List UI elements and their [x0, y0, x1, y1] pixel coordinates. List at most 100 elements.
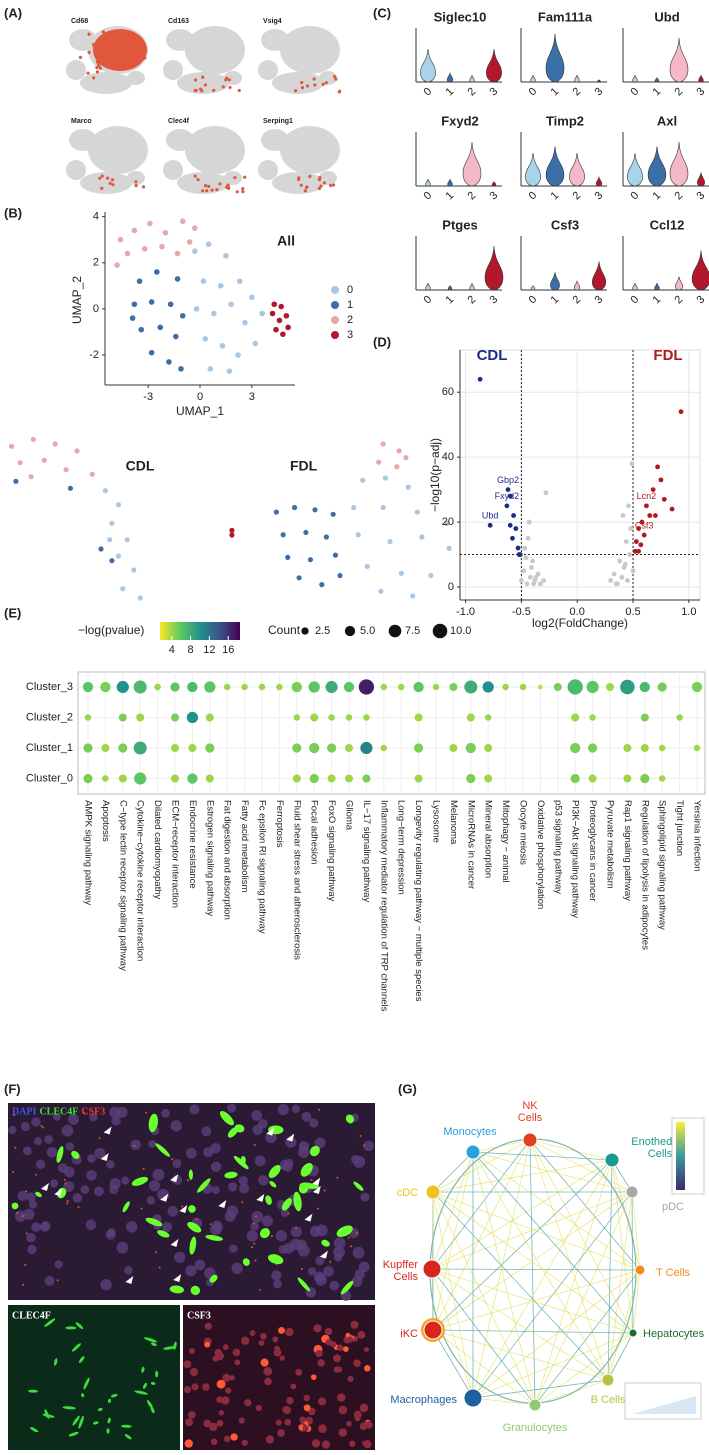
dot — [414, 774, 423, 783]
violin — [569, 152, 585, 187]
expression-dot — [212, 88, 216, 92]
violin — [469, 282, 475, 291]
point — [278, 303, 284, 310]
node-label: Hepatocytes — [643, 1328, 705, 1340]
node-label: Cells — [394, 1271, 419, 1283]
csf3-cell — [313, 1324, 322, 1333]
point — [507, 493, 513, 499]
point — [611, 571, 617, 577]
x-tick-label: 1 — [549, 86, 562, 99]
csf3-cell — [183, 1360, 192, 1369]
csf3-signal — [63, 1178, 66, 1181]
dot — [118, 774, 127, 783]
point-label: Lcn2 — [637, 491, 657, 501]
expression-dot — [333, 74, 337, 79]
kupffer-cell — [188, 1169, 193, 1180]
point — [291, 504, 298, 511]
x-tick-label: Dilated cardiomyopathy — [152, 800, 163, 900]
csf3-cell — [346, 1420, 352, 1427]
nucleus — [31, 1117, 41, 1127]
dot — [570, 742, 581, 754]
point — [625, 578, 630, 583]
csf3-signal — [270, 1235, 273, 1238]
dot — [484, 744, 493, 752]
edge — [472, 1151, 633, 1193]
csf3-cell — [277, 1429, 285, 1437]
dot — [83, 743, 93, 753]
csf3-signal — [195, 1218, 198, 1221]
dot — [658, 775, 666, 782]
csf3-cell — [263, 1366, 273, 1376]
feature-plot — [163, 26, 245, 94]
kupffer-cell — [141, 1366, 145, 1373]
point — [211, 310, 217, 317]
point — [174, 276, 181, 282]
dot — [327, 774, 336, 783]
y-tick-label: Cluster_3 — [26, 681, 73, 693]
point — [296, 575, 302, 581]
point — [652, 513, 658, 518]
edge — [432, 1191, 634, 1334]
point — [477, 376, 483, 382]
y-tick-label: 0 — [448, 581, 454, 593]
size-legend-label: 5.0 — [360, 625, 375, 637]
expression-dot — [97, 64, 101, 68]
point — [28, 474, 34, 480]
x-tick-label: 1 — [651, 86, 664, 99]
nucleus — [161, 1108, 170, 1118]
csf3-signal — [56, 1279, 59, 1282]
edge — [472, 1151, 641, 1271]
csf3-cell — [241, 1439, 248, 1446]
csf3-signal — [241, 1201, 244, 1204]
x-tick-label: Glioma — [343, 800, 354, 831]
dot — [187, 681, 198, 693]
x-tick-label: Endocrine resistance — [187, 800, 198, 889]
point — [141, 246, 148, 252]
arrowhead — [173, 1274, 182, 1283]
nucleus — [283, 1243, 294, 1254]
dot — [133, 741, 147, 755]
point — [517, 552, 523, 557]
point — [193, 306, 200, 312]
nucleus — [251, 1211, 264, 1223]
csf3-cell — [290, 1383, 297, 1390]
nucleus — [329, 1280, 340, 1291]
point — [280, 331, 286, 338]
edge — [472, 1139, 531, 1153]
dot — [414, 743, 424, 753]
x-tick-label: -3 — [143, 391, 153, 403]
csf3-cell — [349, 1440, 356, 1447]
nucleus — [258, 1175, 269, 1186]
csf3-cell — [222, 1373, 231, 1382]
kupffer-cell — [155, 1143, 171, 1157]
cell-cloud — [258, 60, 278, 80]
x-tick-label: 3 — [593, 190, 606, 203]
x-tick-label: 2 — [571, 86, 584, 99]
point — [131, 567, 137, 573]
point — [166, 359, 172, 365]
x-tick-label: 0 — [527, 86, 540, 99]
kupffer-cell — [259, 1228, 270, 1239]
nucleus — [250, 1222, 259, 1231]
kupffer-cell — [150, 1406, 155, 1414]
csf3-cell — [286, 1396, 294, 1405]
edge — [431, 1151, 474, 1270]
expression-dot — [106, 176, 110, 180]
csf3-cell — [244, 1399, 252, 1407]
point — [200, 278, 207, 285]
violin — [425, 178, 431, 187]
expression-dot — [143, 56, 147, 60]
kupffer-cell — [75, 1322, 84, 1330]
dot — [466, 713, 475, 722]
nucleus — [358, 1261, 370, 1273]
x-tick-label: 3 — [695, 190, 708, 203]
x-tick-label: 0.5 — [625, 606, 640, 618]
csf3-cell — [275, 1419, 282, 1426]
nucleus — [44, 1275, 55, 1286]
expression-dot — [207, 184, 211, 188]
edge — [432, 1159, 613, 1331]
violin — [675, 276, 683, 291]
edge — [534, 1269, 641, 1406]
csf3-cell — [214, 1348, 223, 1357]
nucleus — [291, 1104, 301, 1114]
